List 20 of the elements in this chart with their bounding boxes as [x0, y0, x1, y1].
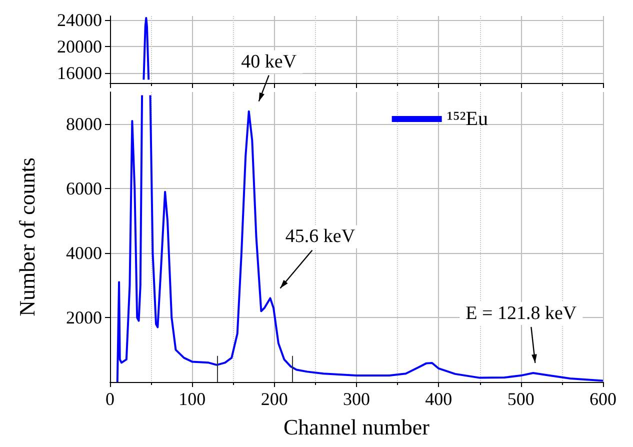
y-axis-title: Number of counts — [14, 158, 40, 316]
y-tick-label: 16000 — [57, 63, 102, 84]
x-axis-title: Channel number — [283, 414, 430, 440]
y-tick-label: 20000 — [57, 36, 102, 57]
y-tick-label: 8000 — [66, 114, 102, 134]
y-tick-label: 4000 — [66, 243, 102, 264]
y-tick-label: 6000 — [66, 178, 102, 199]
legend-label: ¹⁵²Eu — [446, 108, 488, 130]
x-tick-label: 300 — [343, 389, 370, 409]
x-tick-label: 400 — [425, 389, 452, 409]
y-tick-label: 24000 — [57, 10, 102, 30]
x-tick-label: 200 — [260, 389, 288, 409]
x-tick-label: 0 — [106, 389, 114, 409]
x-tick-label: 600 — [590, 389, 616, 409]
y-tick-label: 2000 — [66, 308, 102, 328]
x-tick-label: 500 — [507, 389, 534, 409]
x-tick-label: 100 — [178, 389, 206, 409]
annotation: 40 keV — [241, 51, 297, 72]
annotation: 45.6 keV — [285, 226, 356, 248]
annotation: E = 121.8 keV — [466, 302, 577, 324]
